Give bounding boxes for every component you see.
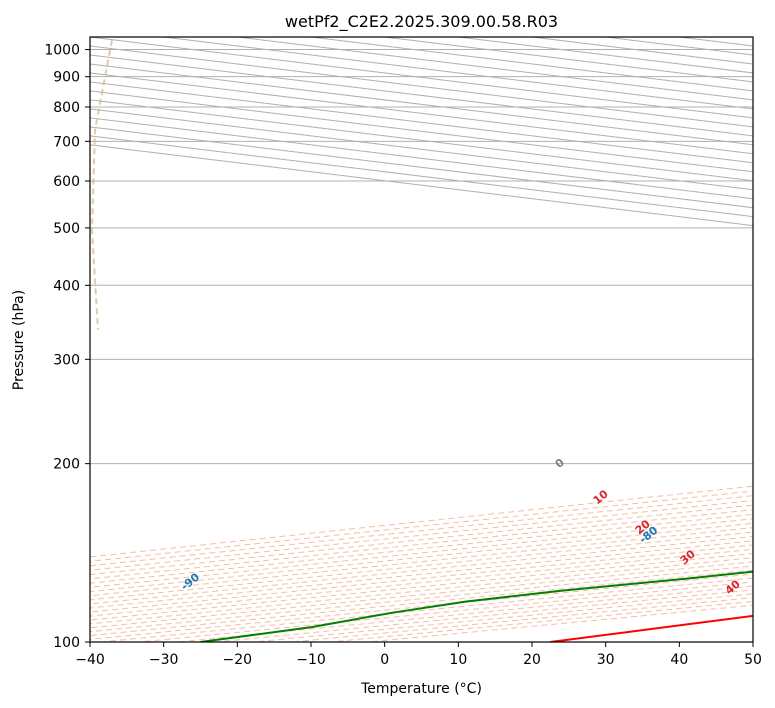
- y-tick-label: 1000: [44, 43, 80, 59]
- y-tick-label: 500: [53, 221, 80, 237]
- x-tick-label: −30: [149, 652, 179, 668]
- isotherm-line: [90, 126, 753, 209]
- isotherm-line: [90, 63, 753, 146]
- y-tick-label: 900: [53, 70, 80, 86]
- isotherm-line: [90, 99, 753, 182]
- y-tick-label: 100: [53, 635, 80, 651]
- x-tick-label: 40: [670, 652, 688, 668]
- y-tick-label: 600: [53, 174, 80, 190]
- isotherm-line: [90, 81, 753, 164]
- x-tick-label: −10: [296, 652, 326, 668]
- x-tick-label: 10: [449, 652, 467, 668]
- chart-title: wetPf2_C2E2.2025.309.00.58.R03: [285, 12, 558, 32]
- reference-curve: [90, 39, 113, 331]
- y-tick-label: 400: [53, 278, 80, 294]
- isotherm-line: [90, 108, 753, 191]
- y-axis-title: Pressure (hPa): [11, 290, 27, 390]
- x-tick-label: −40: [75, 652, 105, 668]
- y-tick-label: 800: [53, 100, 80, 116]
- x-tick-label: −20: [223, 652, 253, 668]
- x-tick-label: 0: [380, 652, 389, 668]
- x-tick-label: 20: [523, 652, 541, 668]
- isotherm-line: [90, 135, 753, 218]
- x-tick-label: 50: [744, 652, 762, 668]
- x-axis-title: Temperature (°C): [360, 681, 482, 697]
- y-tick-label: 300: [53, 352, 80, 368]
- y-tick-label: 700: [53, 134, 80, 150]
- x-tick-label: 30: [597, 652, 615, 668]
- isotherm-line: [90, 90, 753, 173]
- y-tick-label: 200: [53, 457, 80, 473]
- isotherm-line: [90, 117, 753, 200]
- background-lines: [90, 37, 753, 642]
- axes: −40 −30 −20 −10 0 10 20 30 40 50 100 200 300 400 500 60…: [44, 43, 762, 668]
- plot-frame: [89, 36, 754, 643]
- isotherm-line: [90, 72, 753, 155]
